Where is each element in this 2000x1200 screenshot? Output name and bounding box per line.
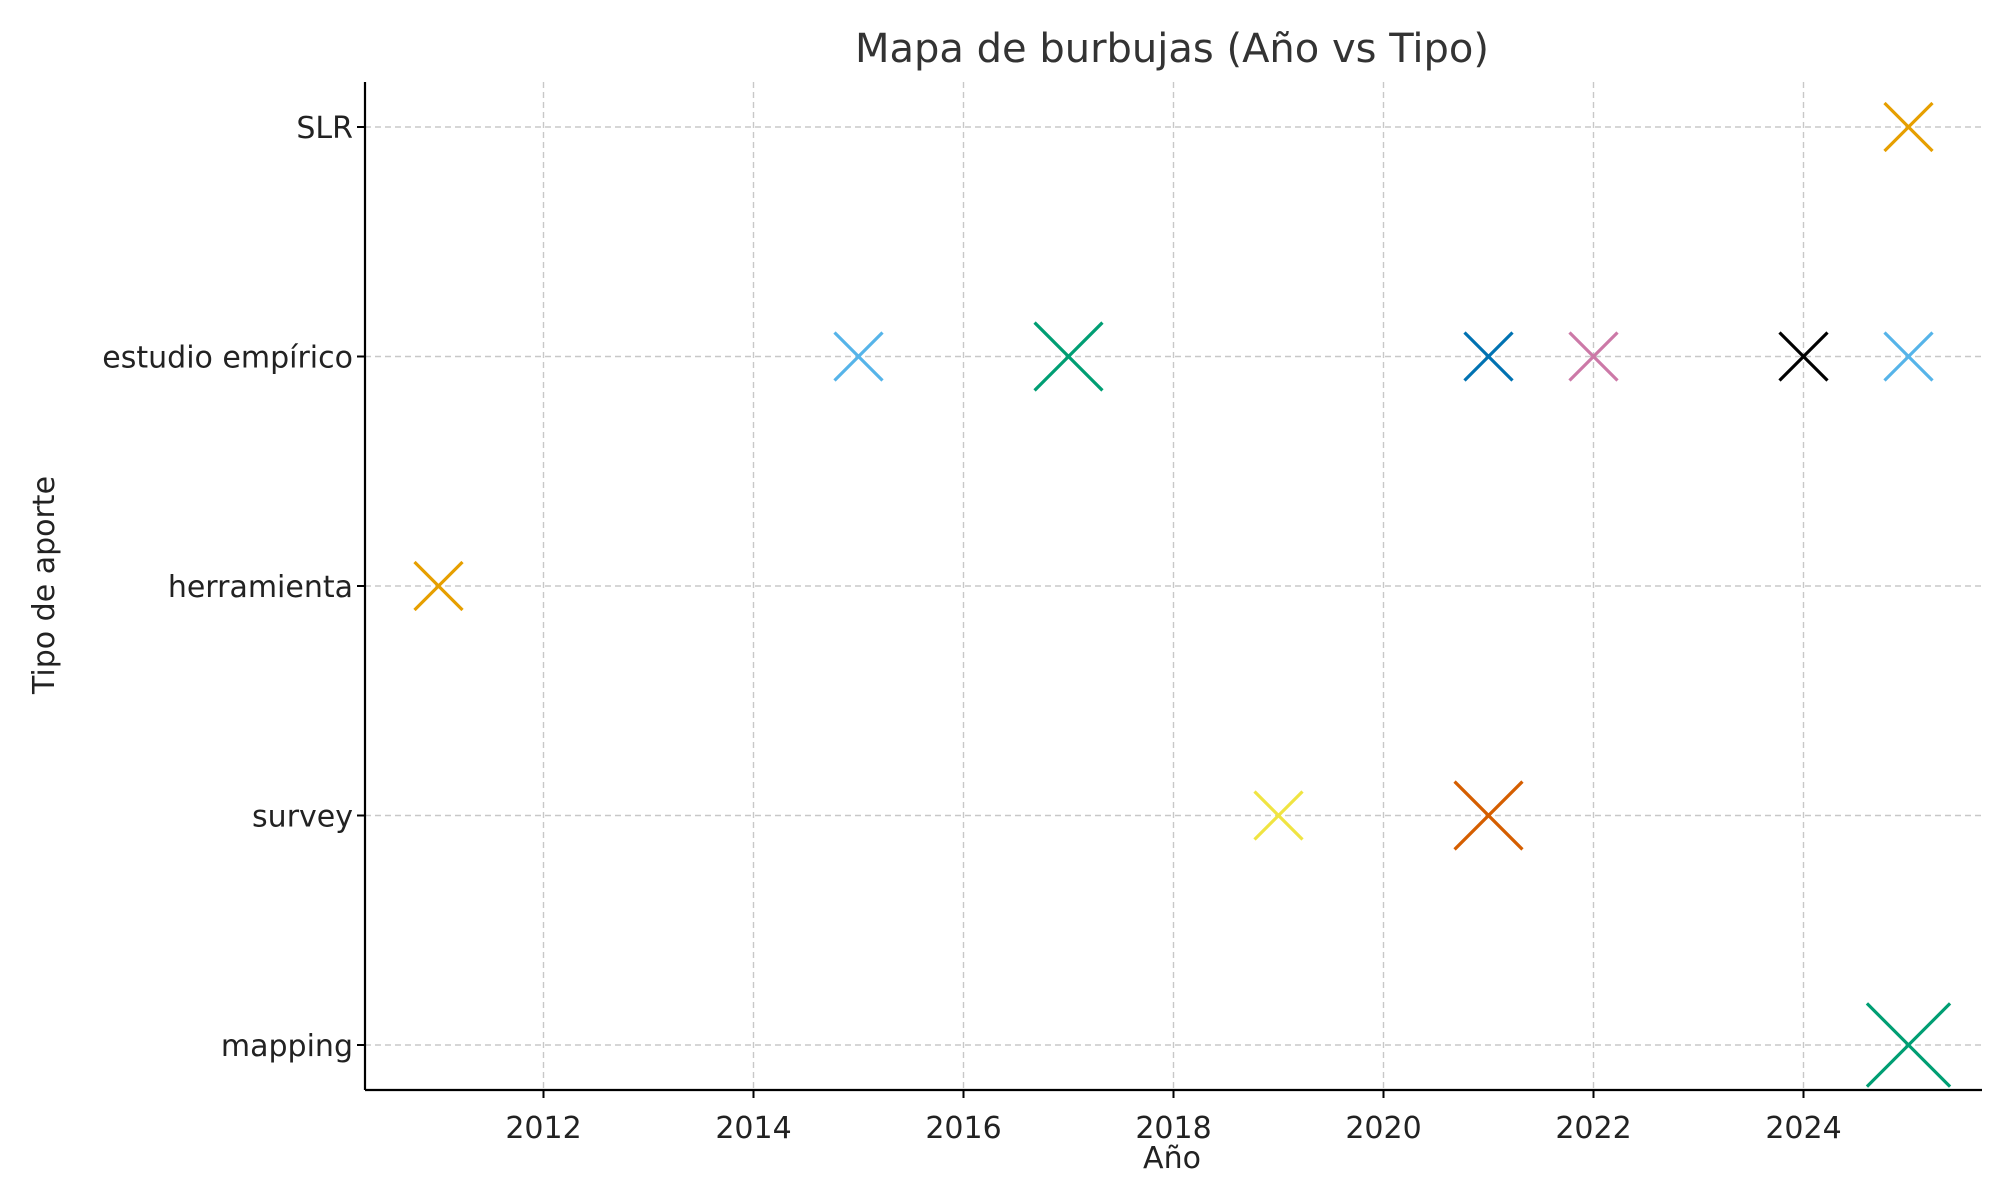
marker-stroke: [1883, 101, 1934, 153]
marker-stroke: [833, 331, 884, 382]
data-point: [833, 331, 884, 382]
y-tick-label: estudio empírico: [102, 341, 353, 376]
axes-layer: 2012 2014 2016 2018 2020 2022 2024 mapping surve…: [102, 82, 1982, 1146]
chart-title: Mapa de burbujas (Año vs Tipo): [855, 26, 1489, 72]
data-point: [1463, 331, 1514, 382]
data-point: [1778, 331, 1829, 382]
data-point: [1568, 331, 1619, 382]
data-point: [1453, 780, 1524, 851]
x-tick-label: 2016: [925, 1111, 1001, 1146]
x-tick-label: 2012: [505, 1111, 581, 1146]
grid-layer: [365, 82, 1982, 1090]
y-tick-label: SLR: [296, 111, 353, 146]
x-tick-label: 2014: [715, 1111, 791, 1146]
y-tick-label: survey: [252, 800, 353, 835]
y-tick-label: herramienta: [168, 570, 353, 605]
data-point: [1253, 790, 1304, 841]
x-tick-label: 2018: [1135, 1111, 1211, 1146]
x-axis-label: Año: [1143, 1141, 1201, 1176]
marker-stroke: [1568, 331, 1619, 382]
data-point: [1033, 321, 1104, 392]
data-point: [1865, 1002, 1952, 1088]
data-point: [413, 560, 464, 612]
marker-stroke: [1453, 780, 1524, 851]
marks-layer: [413, 101, 1952, 1088]
marker-stroke: [1463, 331, 1514, 382]
data-point: [1883, 331, 1934, 382]
marker-stroke: [1883, 331, 1934, 382]
x-tick-label: 2020: [1345, 1111, 1421, 1146]
marker-stroke: [1033, 321, 1104, 392]
x-tick-label: 2024: [1765, 1111, 1841, 1146]
y-tick-label: mapping: [221, 1029, 353, 1064]
y-axis-label: Tipo de aporte: [27, 476, 62, 695]
x-tick-label: 2022: [1555, 1111, 1631, 1146]
data-point: [1883, 101, 1934, 153]
marker-stroke: [1865, 1002, 1952, 1088]
marker-stroke: [1778, 331, 1829, 382]
marker-stroke: [413, 560, 464, 612]
marker-stroke: [1253, 790, 1304, 841]
